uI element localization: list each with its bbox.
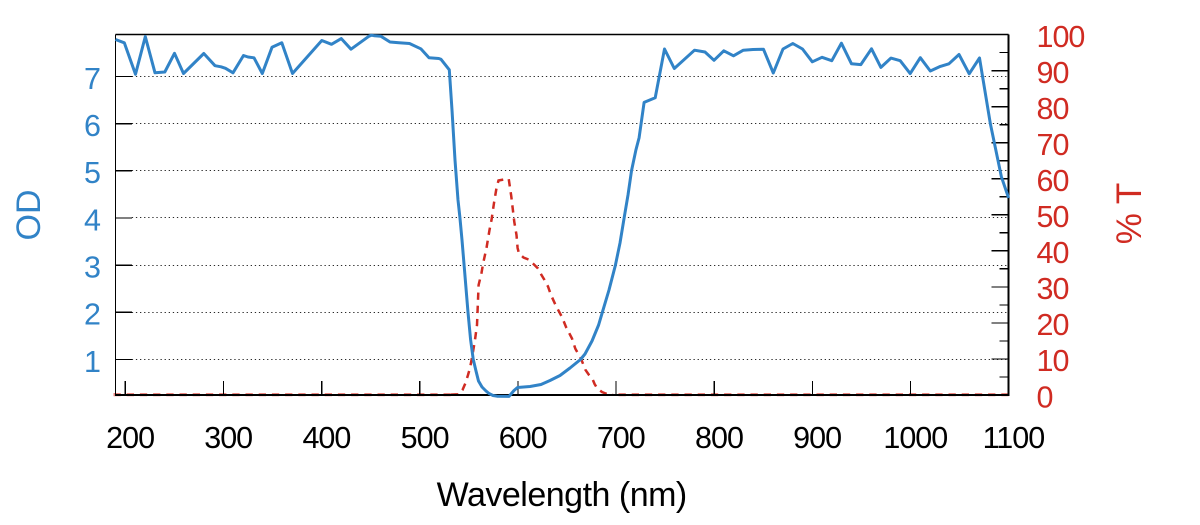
svg-text:400: 400 [302,421,350,455]
svg-text:50: 50 [1037,200,1069,234]
svg-text:200: 200 [106,421,154,455]
svg-text:80: 80 [1037,92,1069,126]
svg-text:OD: OD [10,190,48,241]
svg-text:1100: 1100 [983,421,1045,455]
svg-text:1000: 1000 [883,421,947,455]
svg-text:60: 60 [1037,164,1069,198]
svg-text:4: 4 [84,203,101,237]
svg-text:100: 100 [1037,20,1085,54]
svg-text:Wavelength (nm): Wavelength (nm) [437,476,687,514]
svg-text:2: 2 [84,298,100,332]
svg-text:800: 800 [695,421,743,455]
svg-text:40: 40 [1037,236,1069,270]
svg-text:70: 70 [1037,128,1069,162]
svg-text:900: 900 [793,421,841,455]
svg-text:5: 5 [84,156,100,190]
svg-text:20: 20 [1037,308,1069,342]
svg-text:30: 30 [1037,272,1069,306]
svg-text:300: 300 [204,421,252,455]
svg-text:7: 7 [84,62,100,96]
svg-text:600: 600 [499,421,547,455]
svg-text:1: 1 [84,345,100,379]
svg-text:6: 6 [84,109,100,143]
svg-text:3: 3 [84,251,100,285]
svg-text:500: 500 [401,421,449,455]
svg-text:90: 90 [1037,56,1069,90]
svg-text:% T: % T [1110,183,1149,245]
svg-text:700: 700 [597,421,645,455]
svg-text:10: 10 [1037,344,1069,378]
svg-text:0: 0 [1037,380,1053,414]
